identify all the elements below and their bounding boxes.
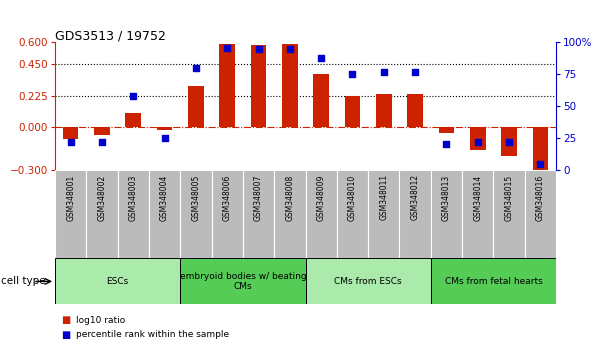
Text: GSM348005: GSM348005 [191, 174, 200, 221]
Text: GSM348001: GSM348001 [66, 174, 75, 221]
Bar [345, 96, 360, 127]
Bar [533, 127, 548, 176]
Text: GDS3513 / 19752: GDS3513 / 19752 [55, 29, 166, 42]
Point [379, 69, 389, 75]
Text: ■: ■ [61, 330, 70, 339]
Bar [94, 127, 110, 135]
Text: GSM348015: GSM348015 [505, 174, 513, 221]
Bar [462, 170, 494, 258]
Bar [408, 94, 423, 127]
Point [473, 139, 483, 145]
Text: GSM348014: GSM348014 [474, 174, 482, 221]
Bar [55, 258, 180, 304]
Text: CMs from fetal hearts: CMs from fetal hearts [445, 277, 542, 286]
Text: GSM348010: GSM348010 [348, 174, 357, 221]
Bar [117, 170, 149, 258]
Bar [180, 170, 211, 258]
Bar [431, 258, 556, 304]
Text: GSM348013: GSM348013 [442, 174, 451, 221]
Text: CMs from ESCs: CMs from ESCs [334, 277, 402, 286]
Bar [525, 170, 556, 258]
Point [254, 46, 263, 52]
Bar [125, 113, 141, 127]
Point [316, 55, 326, 61]
Bar [149, 170, 180, 258]
Point [191, 65, 201, 71]
Bar [337, 170, 368, 258]
Text: GSM348004: GSM348004 [160, 174, 169, 221]
Text: GSM348007: GSM348007 [254, 174, 263, 221]
Text: GSM348003: GSM348003 [129, 174, 137, 221]
Text: embryoid bodies w/ beating
CMs: embryoid bodies w/ beating CMs [180, 272, 306, 291]
Point [504, 139, 514, 145]
Text: GSM348009: GSM348009 [316, 174, 326, 221]
Text: GSM348012: GSM348012 [411, 174, 420, 221]
Point [410, 69, 420, 75]
Point [442, 142, 452, 147]
Point [159, 135, 169, 141]
Bar [274, 170, 306, 258]
Bar [55, 170, 86, 258]
Point [535, 161, 545, 166]
Point [97, 139, 107, 145]
Bar [63, 127, 78, 139]
Point [348, 72, 357, 77]
Bar [180, 258, 306, 304]
Text: cell type: cell type [1, 276, 49, 286]
Bar [251, 45, 266, 127]
Bar [188, 86, 203, 127]
Point [66, 139, 76, 145]
Text: percentile rank within the sample: percentile rank within the sample [76, 330, 230, 339]
Text: ESCs: ESCs [106, 277, 129, 286]
Bar [431, 170, 462, 258]
Text: ■: ■ [61, 315, 70, 325]
Bar [157, 127, 172, 130]
Bar [313, 74, 329, 127]
Bar [439, 127, 454, 133]
Bar [493, 170, 525, 258]
Point [285, 46, 295, 52]
Text: GSM348006: GSM348006 [223, 174, 232, 221]
Bar [86, 170, 117, 258]
Text: GSM348002: GSM348002 [98, 174, 106, 221]
Text: GSM348008: GSM348008 [285, 174, 295, 221]
Bar [211, 170, 243, 258]
Text: log10 ratio: log10 ratio [76, 316, 126, 325]
Text: GSM348016: GSM348016 [536, 174, 545, 221]
Bar [243, 170, 274, 258]
Bar [219, 44, 235, 127]
Bar [368, 170, 400, 258]
Point [222, 45, 232, 50]
Bar [376, 94, 392, 127]
Bar [400, 170, 431, 258]
Bar [306, 170, 337, 258]
Bar [282, 44, 298, 127]
Point [128, 93, 138, 99]
Bar [306, 258, 431, 304]
Text: GSM348011: GSM348011 [379, 174, 388, 221]
Bar [470, 127, 486, 150]
Bar [501, 127, 517, 156]
